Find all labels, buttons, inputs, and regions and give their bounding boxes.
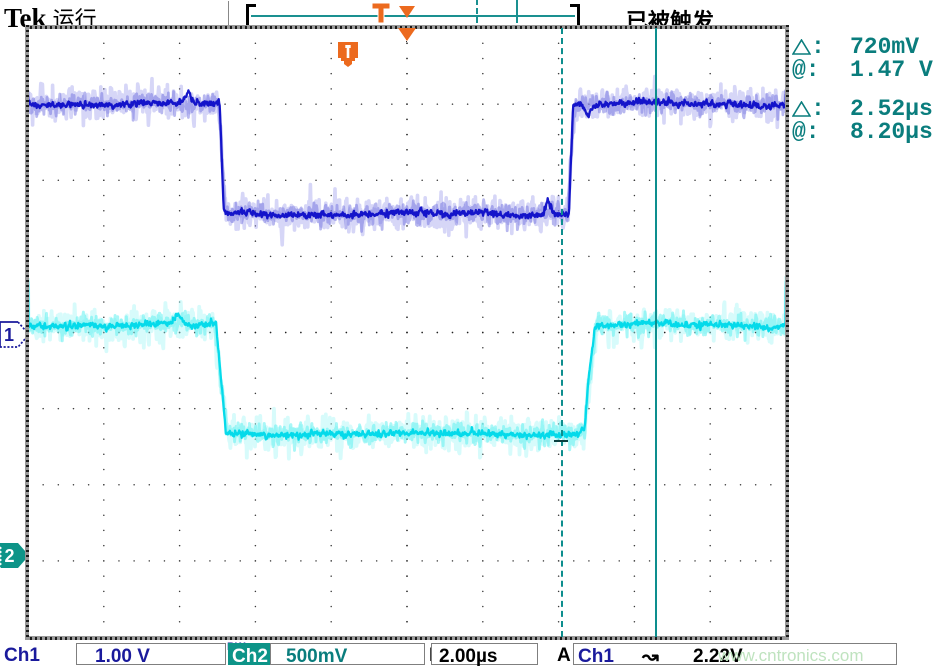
svg-text:2: 2	[4, 546, 14, 566]
svg-text:1: 1	[4, 325, 14, 345]
